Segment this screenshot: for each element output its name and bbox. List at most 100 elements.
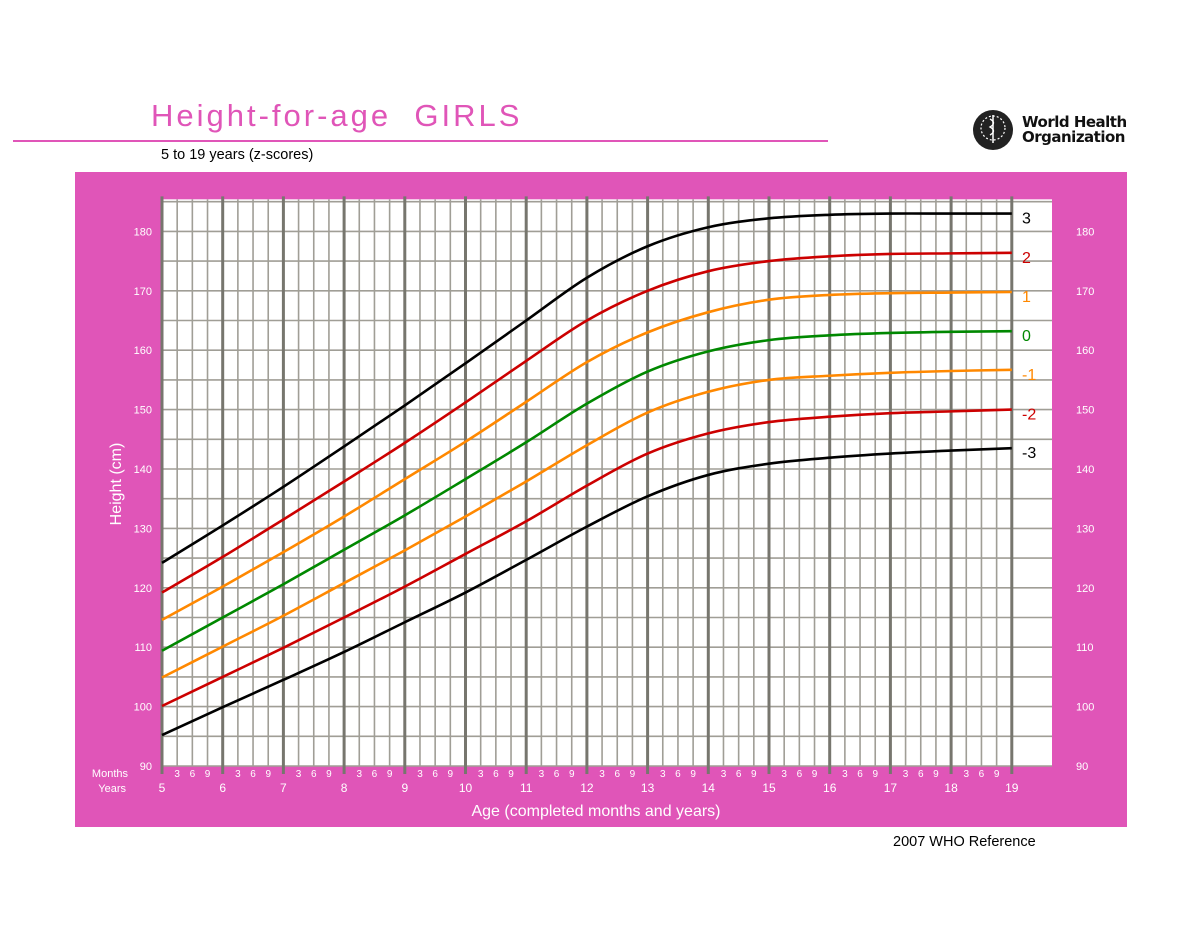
y-tick-left: 110 — [134, 642, 152, 654]
month-tick: 9 — [812, 769, 818, 780]
month-tick: 9 — [508, 769, 514, 780]
y-tick-left: 130 — [134, 523, 152, 535]
month-tick: 6 — [311, 769, 317, 780]
y-tick-left: 90 — [140, 761, 152, 773]
who-name-line1: World Health — [1022, 113, 1127, 131]
month-tick: 3 — [599, 769, 605, 780]
y-tick-left: 180 — [134, 226, 152, 238]
month-tick: 6 — [432, 769, 438, 780]
y-tick-right: 130 — [1076, 523, 1094, 535]
z-score-curve--1 — [161, 368, 1012, 679]
month-tick: 9 — [751, 769, 757, 780]
year-tick: 13 — [641, 781, 655, 795]
x-axis-label: Age (completed months and years) — [471, 803, 720, 820]
year-tick: 12 — [580, 781, 594, 795]
month-tick: 3 — [356, 769, 362, 780]
y-tick-right: 110 — [1076, 642, 1094, 654]
chart-grid — [160, 196, 1052, 774]
year-tick: 15 — [762, 781, 776, 795]
month-tick: 9 — [630, 769, 636, 780]
who-name-line2: Organization — [1022, 128, 1125, 146]
year-tick: 18 — [944, 781, 958, 795]
z-score-label: 1 — [1022, 289, 1031, 306]
z-score-curve-2 — [161, 251, 1012, 594]
chart-title: Height-for-age GIRLS — [151, 98, 523, 133]
z-score-label: 0 — [1022, 328, 1031, 345]
who-emblem-icon — [973, 110, 1013, 150]
month-tick: 3 — [781, 769, 787, 780]
z-score-label: 2 — [1022, 250, 1031, 267]
year-tick: 14 — [702, 781, 716, 795]
year-tick: 5 — [159, 781, 166, 795]
year-tick: 11 — [520, 781, 533, 795]
month-tick: 6 — [797, 769, 803, 780]
z-score-curves — [161, 212, 1012, 737]
month-tick: 3 — [660, 769, 666, 780]
z-score-label: -2 — [1022, 407, 1036, 424]
month-tick: 9 — [690, 769, 696, 780]
month-tick: 6 — [675, 769, 681, 780]
month-tick: 3 — [174, 769, 180, 780]
z-score-label: -3 — [1022, 445, 1036, 462]
month-tick: 6 — [979, 769, 985, 780]
plot-area — [162, 199, 1052, 767]
years-label: Years — [98, 783, 126, 795]
year-tick: 6 — [219, 781, 226, 795]
z-score-curve-1 — [161, 290, 1012, 622]
y-tick-right: 120 — [1076, 583, 1094, 595]
y-tick-right: 160 — [1076, 345, 1094, 357]
z-score-curve--2 — [161, 408, 1012, 708]
month-tick: 3 — [721, 769, 727, 780]
month-tick: 6 — [614, 769, 620, 780]
month-tick: 9 — [994, 769, 1000, 780]
z-score-curve--3 — [161, 446, 1012, 737]
month-tick: 3 — [417, 769, 423, 780]
months-label: Months — [92, 768, 129, 780]
title-divider — [13, 140, 828, 142]
year-tick: 17 — [884, 781, 898, 795]
month-tick: 3 — [842, 769, 848, 780]
y-tick-left: 160 — [134, 345, 152, 357]
month-tick: 3 — [235, 769, 241, 780]
y-tick-right: 180 — [1076, 226, 1094, 238]
who-logo: World Health Organization — [970, 107, 1127, 153]
z-score-label: -1 — [1022, 367, 1036, 384]
y-tick-right: 150 — [1076, 405, 1094, 417]
y-tick-left: 140 — [134, 464, 152, 476]
month-tick: 3 — [296, 769, 302, 780]
reference-note: 2007 WHO Reference — [893, 834, 1036, 850]
month-tick: 6 — [857, 769, 863, 780]
y-axis-label: Height (cm) — [108, 443, 125, 526]
year-tick: 8 — [341, 781, 348, 795]
y-tick-right: 170 — [1076, 286, 1094, 298]
month-tick: 3 — [539, 769, 545, 780]
month-tick: 9 — [265, 769, 271, 780]
year-tick: 7 — [280, 781, 287, 795]
month-tick: 6 — [493, 769, 499, 780]
month-tick: 9 — [387, 769, 393, 780]
z-score-curve-0 — [161, 329, 1012, 652]
y-tick-right: 90 — [1076, 761, 1088, 773]
y-tick-right: 140 — [1076, 464, 1094, 476]
month-tick: 9 — [872, 769, 878, 780]
y-tick-left: 170 — [134, 286, 152, 298]
month-tick: 3 — [903, 769, 909, 780]
month-tick: 9 — [569, 769, 575, 780]
month-tick: 6 — [190, 769, 196, 780]
month-tick: 9 — [933, 769, 939, 780]
month-tick: 6 — [918, 769, 924, 780]
year-tick: 10 — [459, 781, 473, 795]
y-tick-left: 100 — [134, 702, 152, 714]
y-tick-left: 120 — [134, 583, 152, 595]
month-tick: 9 — [205, 769, 211, 780]
year-tick: 9 — [401, 781, 408, 795]
year-tick: 16 — [823, 781, 837, 795]
y-tick-left: 150 — [134, 405, 152, 417]
month-tick: 3 — [478, 769, 484, 780]
month-tick: 3 — [963, 769, 969, 780]
month-tick: 6 — [372, 769, 378, 780]
z-score-curve-3 — [161, 212, 1012, 564]
month-tick: 6 — [554, 769, 560, 780]
month-tick: 9 — [326, 769, 332, 780]
